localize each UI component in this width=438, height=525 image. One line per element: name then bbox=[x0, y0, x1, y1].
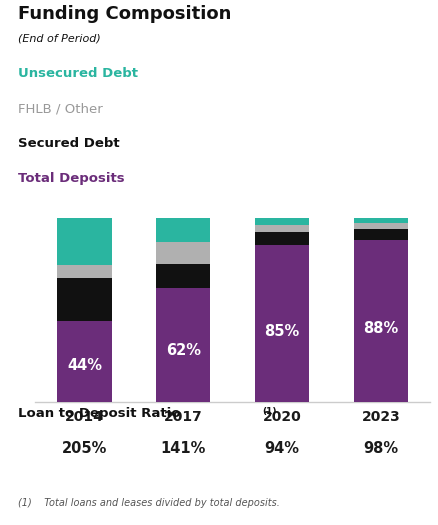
Bar bbox=[353, 240, 407, 402]
Bar bbox=[254, 233, 308, 245]
Text: 141%: 141% bbox=[160, 441, 205, 456]
Bar bbox=[353, 218, 407, 223]
Text: Funding Composition: Funding Composition bbox=[18, 5, 230, 23]
Bar bbox=[353, 229, 407, 240]
Text: 62%: 62% bbox=[166, 343, 200, 358]
Bar bbox=[156, 288, 210, 402]
Bar bbox=[254, 218, 308, 225]
Bar bbox=[57, 278, 111, 321]
Bar bbox=[156, 218, 210, 242]
Text: 85%: 85% bbox=[264, 324, 299, 339]
Text: 205%: 205% bbox=[62, 441, 107, 456]
Text: Loan to Deposit Ratio: Loan to Deposit Ratio bbox=[18, 407, 180, 420]
Text: (End of Period): (End of Period) bbox=[18, 34, 100, 44]
Bar bbox=[57, 218, 111, 266]
Text: 94%: 94% bbox=[264, 441, 299, 456]
Text: (1): (1) bbox=[262, 407, 276, 416]
Bar bbox=[254, 225, 308, 233]
Text: Secured Debt: Secured Debt bbox=[18, 138, 119, 150]
Text: (1)    Total loans and leases divided by total deposits.: (1) Total loans and leases divided by to… bbox=[18, 498, 279, 508]
Bar bbox=[57, 321, 111, 402]
Text: Unsecured Debt: Unsecured Debt bbox=[18, 67, 137, 80]
Bar bbox=[254, 245, 308, 402]
Bar bbox=[57, 266, 111, 278]
Bar bbox=[353, 223, 407, 229]
Text: FHLB / Other: FHLB / Other bbox=[18, 102, 102, 116]
Bar bbox=[156, 264, 210, 288]
Text: 44%: 44% bbox=[67, 358, 102, 373]
Text: 98%: 98% bbox=[362, 441, 398, 456]
Text: Total Deposits: Total Deposits bbox=[18, 172, 124, 185]
Text: 88%: 88% bbox=[362, 321, 398, 337]
Bar bbox=[156, 242, 210, 264]
